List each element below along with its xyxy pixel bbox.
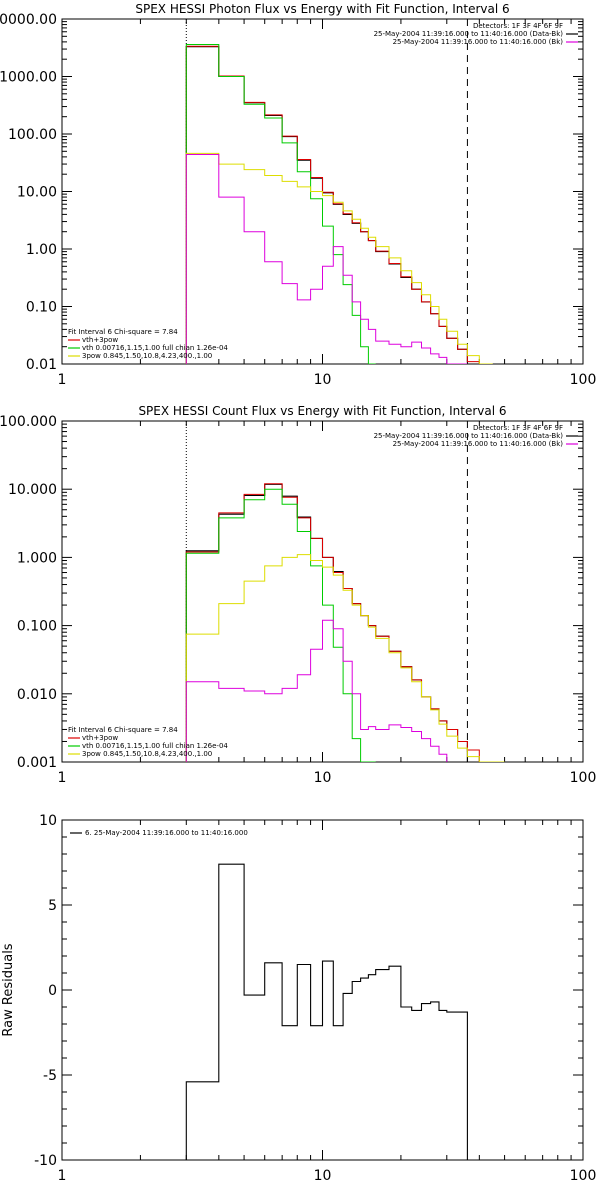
- legend-entry: vth+3pow: [82, 734, 118, 742]
- series-line-2: [185, 45, 493, 364]
- series-line-1: [185, 46, 480, 364]
- y-tick-label: 0.001: [17, 755, 57, 771]
- legend-entry: 25-May-2004 11:39:16.000 to 11:40:16.000…: [374, 432, 564, 440]
- series-line-4: [185, 554, 505, 762]
- y-tick-label: 0.010: [17, 687, 57, 703]
- y-tick-label: 5: [48, 898, 57, 914]
- legend-entry: Detectors: 1F 3F 4F 6F 9F: [473, 22, 563, 30]
- legend-entry: Fit Interval 6 Chi-square = 7.84: [68, 726, 178, 734]
- y-axis-label: Raw Residuals: [1, 943, 16, 1036]
- series-line-1: [185, 483, 468, 762]
- legend-entry: 3pow 0.845,1.50,10.8,4.23,400.,1.00: [82, 750, 212, 758]
- series-line-4: [185, 152, 493, 364]
- series-line-5: [185, 619, 448, 762]
- y-tick-label: 100.00: [8, 127, 57, 143]
- y-tick-label: 10: [39, 813, 57, 829]
- legend-entry: 3pow 0.845,1.50,10.8,4.23,400.,1.00: [82, 352, 212, 360]
- y-tick-label: 100.000: [0, 414, 57, 430]
- chart-3: Raw Residuals 1 10 100 -10 -5 0 5 10 6. 25-May-20…: [1, 813, 596, 1184]
- x-tick-label: 10: [314, 372, 332, 388]
- legend-entry: vth+3pow: [82, 336, 118, 344]
- x-tick-label: 100: [570, 372, 597, 388]
- legend-entry: 25-May-2004 11:39:16.000 to 11:40:16.000…: [393, 440, 564, 448]
- series-line-3: [185, 488, 376, 762]
- y-tick-label: 10000.00: [0, 12, 57, 28]
- y-tick-label: -10: [34, 1153, 57, 1169]
- series-line-1: [185, 863, 468, 1160]
- series-line-5: [185, 154, 468, 364]
- x-tick-label: 10: [314, 1168, 332, 1184]
- y-tick-label: 10.000: [8, 482, 57, 498]
- legend-entry: vth 0.00716,1.15,1.00 full chian 1.26e-0…: [82, 742, 228, 750]
- y-tick-label: 0.10: [26, 300, 57, 316]
- x-tick-label: 1: [58, 372, 67, 388]
- y-tick-label: 1.00: [26, 242, 57, 258]
- x-tick-label: 10: [314, 770, 332, 786]
- chart-title: SPEX HESSI Photon Flux vs Energy with Fi…: [135, 2, 509, 16]
- chart-1: SPEX HESSI Photon Flux vs Energy with Fi…: [0, 2, 596, 388]
- y-tick-label: 0.01: [26, 357, 57, 373]
- legend-entry: Detectors: 1F 3F 4F 6F 9F: [473, 424, 563, 432]
- x-tick-label: 1: [58, 770, 67, 786]
- y-tick-label: 1000.00: [0, 70, 57, 86]
- y-tick-label: 10.00: [17, 185, 57, 201]
- legend-entry: Fit Interval 6 Chi-square = 7.84: [68, 328, 178, 336]
- y-tick-label: 1.000: [17, 550, 57, 566]
- x-tick-label: 1: [58, 1168, 67, 1184]
- chart-title: SPEX HESSI Count Flux vs Energy with Fit…: [138, 404, 506, 418]
- legend-entry: 6. 25-May-2004 11:39:16.000 to 11:40:16.…: [85, 829, 248, 837]
- y-tick-label: -5: [43, 1068, 57, 1084]
- y-tick-label: 0.100: [17, 619, 57, 635]
- y-tick-label: 0: [48, 983, 57, 999]
- legend-entry: 25-May-2004 11:39:16.000 to 11:40:16.000…: [393, 38, 564, 46]
- legend-entry: vth 0.00716,1.15,1.00 full chian 1.26e-0…: [82, 344, 228, 352]
- chart-2: SPEX HESSI Count Flux vs Energy with Fit…: [0, 404, 596, 786]
- series-line-3: [185, 44, 376, 364]
- x-tick-label: 100: [570, 770, 597, 786]
- x-tick-label: 100: [570, 1168, 597, 1184]
- legend-entry: 25-May-2004 11:39:16.000 to 11:40:16.000…: [374, 30, 564, 38]
